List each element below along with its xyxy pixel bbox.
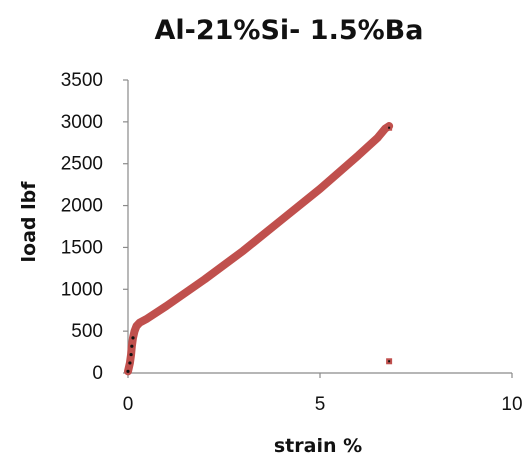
y-tick-label: 0 [92, 363, 103, 384]
data-point [126, 369, 130, 373]
data-point [317, 186, 323, 192]
data-point [164, 303, 169, 309]
y-tick-label: 3500 [61, 70, 103, 91]
data-point [375, 135, 380, 140]
data-point [279, 217, 284, 223]
y-axis-ticks: 0 500 1000 1500 2000 2500 3000 3500 [61, 70, 128, 384]
y-axis-label: load lbf [18, 181, 40, 263]
x-tick-label: 5 [315, 394, 326, 415]
chart-title: Al-21%Si- 1.5%Ba [155, 15, 424, 46]
data-point [129, 352, 133, 357]
series-0-curve [124, 122, 394, 376]
outlier-point-core [388, 360, 391, 363]
data-point [137, 320, 142, 325]
data-point [202, 277, 207, 282]
data-point [356, 153, 361, 158]
y-tick-label: 500 [71, 321, 103, 342]
data-point [128, 361, 132, 365]
data-point [241, 248, 246, 253]
x-tick-label: 0 [123, 394, 134, 415]
y-tick-label: 1000 [61, 279, 103, 300]
y-tick-label: 2500 [61, 154, 103, 175]
y-tick-label: 1500 [61, 237, 103, 258]
data-point [131, 336, 135, 340]
plot-area [124, 122, 394, 376]
data-point [145, 316, 150, 321]
y-tick-label: 2000 [61, 196, 103, 217]
outlier-point-core [388, 126, 391, 129]
x-axis-ticks: 0 5 10 [123, 373, 523, 415]
x-axis-label: strain % [274, 435, 362, 457]
data-point [132, 328, 137, 334]
data-point [134, 323, 139, 329]
y-tick-label: 3000 [61, 112, 103, 133]
x-tick-label: 10 [501, 394, 522, 415]
data-point [130, 344, 134, 348]
